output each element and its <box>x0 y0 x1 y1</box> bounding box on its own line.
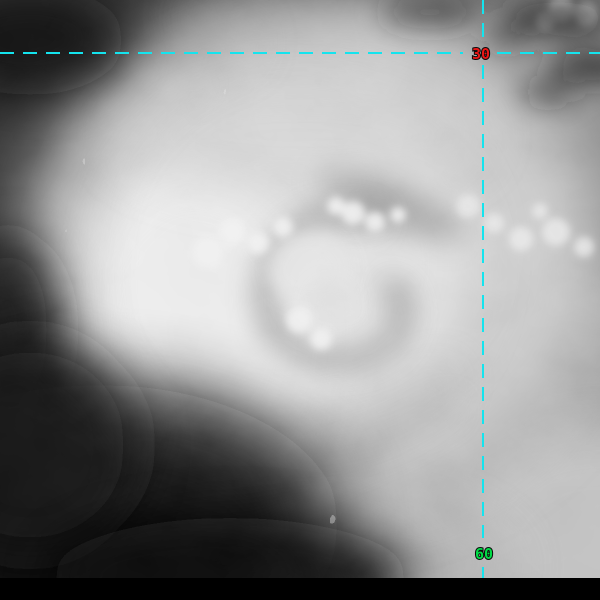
latlon-grid-overlay <box>0 0 600 578</box>
latitude-label: 30 <box>472 45 490 63</box>
longitude-label: 60 <box>475 545 493 563</box>
status-bar: 1 0001 GOES-19 1 21 SEP 25264 184020 064… <box>0 578 600 600</box>
